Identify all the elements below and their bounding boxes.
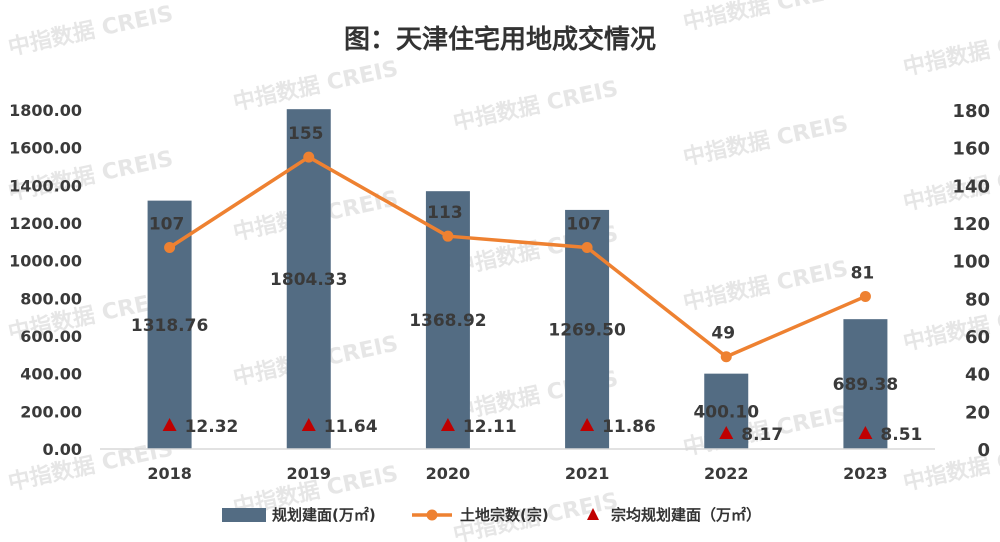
x-axis-tick-label: 2019 [286,464,331,483]
left-axis-tick-label: 0.00 [43,440,82,459]
right-axis-tick-label: 160 [952,139,990,160]
bar-value-label: 400.10 [693,402,759,422]
watermark-text: 中指数据 CREIS [901,21,1000,81]
bar-value-label: 1804.33 [270,270,347,290]
line-point [303,151,315,163]
bar-value-label: 689.38 [833,375,899,395]
x-axis: 2018 2019 2020 2021 2022 2023 [100,448,935,483]
marker-triangle [719,426,734,439]
line-value-label: 49 [711,324,735,344]
left-axis-tick-label: 800.00 [20,289,82,308]
marker-value-label: 11.86 [602,417,656,437]
line-point [442,230,454,242]
x-axis-tick-label: 2018 [147,464,192,483]
bar-value-label: 1318.76 [131,316,208,336]
right-axis-tick-label: 80 [965,289,990,310]
right-axis-tick-label: 20 [965,402,990,423]
marker-value-label: 8.17 [741,425,783,445]
x-axis-tick-label: 2022 [704,464,749,483]
marker-triangle [858,426,873,439]
marker-triangle [301,418,316,431]
bar-value-label: 1269.50 [548,320,626,340]
marker-series: 12.32 11.64 12.11 11.86 8.17 8.51 [162,417,922,445]
line-point [581,241,593,253]
watermark-text: 中指数据 CREIS [681,111,851,171]
legend-line-label: 土地宗数(宗) [460,506,549,524]
right-axis-tick-label: 120 [952,214,990,235]
left-axis-tick-label: 1400.00 [9,176,82,195]
left-axis-tick-label: 1800.00 [9,101,82,120]
left-axis-tick-label: 200.00 [20,402,82,421]
right-y-axis: 0 20 40 60 80 100 120 140 160 180 [952,101,990,461]
right-axis-tick-label: 0 [977,440,990,461]
left-axis-tick-label: 1000.00 [9,252,82,271]
marker-triangle [162,418,177,431]
chart-title: 图：天津住宅用地成交情况 [344,24,656,55]
left-axis-tick-label: 1200.00 [9,214,82,233]
line-point [720,351,732,363]
x-axis-tick-label: 2023 [843,464,888,483]
watermark-text: 中指数据 CREIS [451,76,621,136]
line-value-label: 107 [566,214,602,234]
right-axis-tick-label: 40 [965,365,990,386]
right-axis-tick-label: 60 [965,327,990,348]
left-axis-tick-label: 1600.00 [9,139,82,158]
legend-bar-swatch [222,508,266,522]
legend-marker-label: 宗均规划建面（万㎡） [611,506,761,524]
line-point [859,290,871,302]
legend: 规划建面(万㎡) 土地宗数(宗) 宗均规划建面（万㎡） [222,506,761,524]
right-axis-tick-label: 140 [952,176,990,197]
watermark-text: 中指数据 CREIS [681,0,851,36]
line-point [164,241,176,253]
marker-value-label: 12.32 [185,417,239,437]
legend-marker-swatch [587,508,599,520]
marker-value-label: 11.64 [324,417,378,437]
marker-value-label: 8.51 [880,425,922,445]
line-value-label: 107 [149,214,185,234]
left-axis-tick-label: 400.00 [20,365,82,384]
marker-triangle [440,418,455,431]
right-axis-tick-label: 100 [952,252,990,273]
line-path [168,155,867,359]
line-value-label: 113 [427,203,463,223]
line-series: 107 155 113 107 49 81 [149,124,875,363]
x-axis-tick-label: 2020 [426,464,471,483]
legend-line-marker [426,509,438,521]
line-value-label: 81 [851,263,875,283]
legend-bar-label: 规划建面(万㎡) [272,506,376,524]
right-axis-tick-label: 180 [952,101,990,122]
watermark-text: 中指数据 CREIS [681,256,851,316]
watermark-text: 中指数据 CREIS [231,56,401,116]
line-value-label: 155 [288,124,324,144]
x-axis-tick-label: 2021 [565,464,610,483]
left-y-axis: 0.00 200.00 400.00 600.00 800.00 1000.00 1200.… [9,101,82,459]
watermark-text: 中指数据 CREIS [6,1,176,61]
left-axis-tick-label: 600.00 [20,327,82,346]
bar-value-label: 1368.92 [409,311,486,331]
marker-value-label: 12.11 [463,417,517,437]
marker-triangle [580,418,595,431]
